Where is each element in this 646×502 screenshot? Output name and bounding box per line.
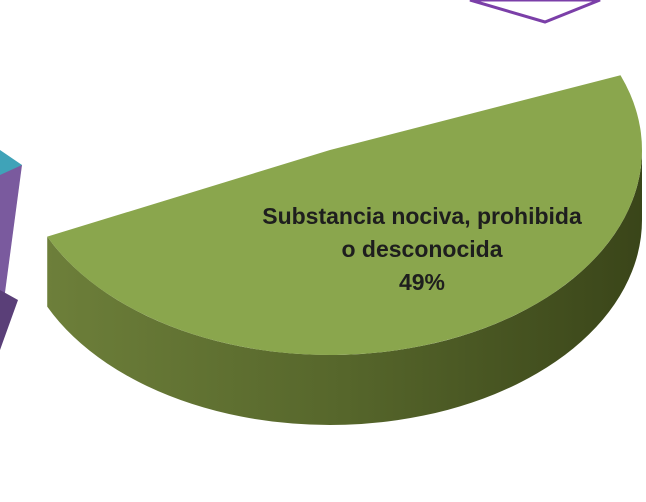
value-label: 49% [398, 269, 446, 295]
slice [47, 75, 643, 356]
decor-slice [0, 165, 22, 330]
decor-slice [0, 290, 18, 350]
decor-slice [469, 0, 601, 24]
slice-label: Substancia nociva, prohibida o desconoci… [262, 200, 582, 299]
category-label: Substancia nociva, prohibida o desconoci… [262, 203, 582, 262]
slice-side [47, 150, 642, 425]
